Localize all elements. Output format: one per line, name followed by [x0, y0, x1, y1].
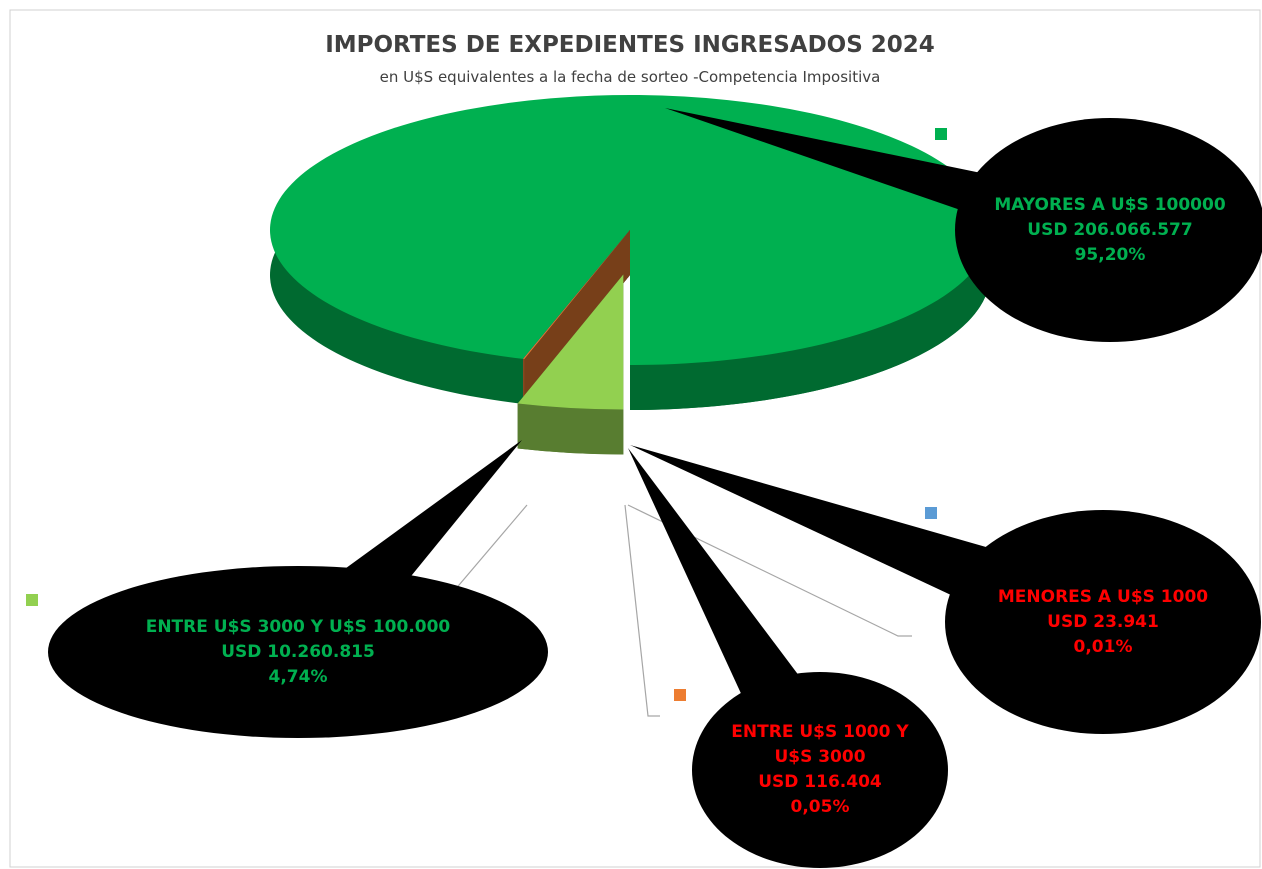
label-box: ENTRE U$S 3000 Y U$S 100.000 USD 10.260.8… — [108, 566, 488, 738]
legend-marker — [925, 507, 937, 519]
slice — [522, 230, 630, 359]
callout-label: MAYORES A U$S 100000 USD 206.066.577 95,20… — [985, 118, 1235, 342]
leader-line — [624, 504, 660, 717]
callout-bubble — [692, 672, 948, 868]
callout-label: ENTRE U$S 1000 Y U$S 3000 USD 116.404 0,05… — [710, 672, 930, 868]
label-line: USD 116.404 — [758, 772, 882, 792]
label-line: MENORES A U$S 1000 — [997, 586, 1209, 607]
legend-marker — [935, 128, 947, 140]
label-line: 4,74% — [268, 666, 328, 687]
chart-subtitle: en U$S equivalentes a la fecha de sorteo… — [380, 68, 881, 86]
legend-marker — [26, 594, 38, 606]
slice-side — [630, 230, 990, 410]
label-line: 0,05% — [790, 797, 850, 817]
label-box: MENORES A U$S 1000 USD 23.941 0,01% — [983, 510, 1223, 734]
label-line: ENTRE U$S 1000 Y U$S 3000 — [731, 722, 909, 767]
chart-title: IMPORTES DE EXPEDIENTES INGRESADOS 2024 — [325, 32, 935, 58]
callout-label: MENORES A U$S 1000 USD 23.941 0,01% — [983, 510, 1223, 734]
slice — [269, 95, 990, 365]
label-line: USD 206.066.577 — [1027, 219, 1193, 240]
slice — [517, 274, 624, 410]
label-line: ENTRE U$S 3000 Y U$S 100.000 — [145, 616, 451, 637]
label-box: ENTRE U$S 1000 Y U$S 3000 USD 116.404 0,05… — [710, 672, 930, 868]
leader-line — [627, 504, 912, 637]
callout-bubble — [955, 118, 1262, 342]
legend-marker — [674, 689, 686, 701]
label-line: USD 10.260.815 — [221, 641, 375, 662]
label-line: 0,01% — [1073, 636, 1133, 657]
label-line: USD 23.941 — [1047, 611, 1159, 632]
callout-label: ENTRE U$S 3000 Y U$S 100.000 USD 10.260.8… — [108, 566, 488, 738]
callout-bubble — [48, 566, 548, 738]
slice-face — [523, 230, 630, 404]
slice — [523, 230, 630, 360]
slice-side — [523, 358, 525, 405]
label-box: MAYORES A U$S 100000 USD 206.066.577 95,20… — [985, 118, 1235, 342]
callout-bubble — [945, 510, 1261, 734]
slice-side — [517, 403, 624, 455]
label-line: MAYORES A U$S 100000 — [994, 194, 1226, 215]
leader-line — [447, 504, 528, 599]
label-line: 95,20% — [1074, 244, 1146, 265]
slice-group — [517, 274, 624, 455]
